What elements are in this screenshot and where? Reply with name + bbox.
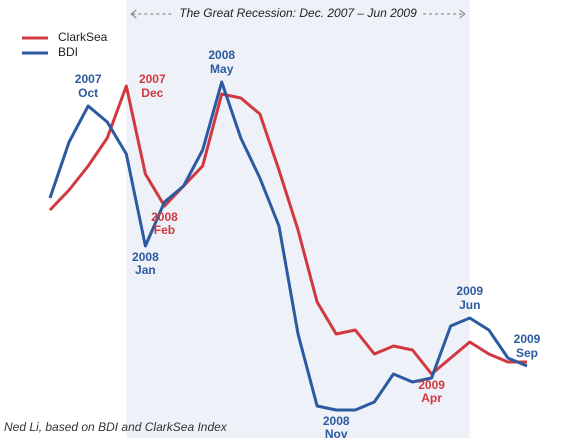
annotation: 2008 [151,210,178,224]
annotation: 2008 [323,414,350,428]
annotation: Feb [154,223,175,237]
annotation: Jun [459,298,480,312]
annotation: Jan [135,263,156,277]
legend-label: ClarkSea [58,30,108,44]
chart-title: The Great Recession: Dec. 2007 – Jun 200… [179,6,417,20]
arrow-head [459,9,466,19]
annotation: Dec [141,86,163,100]
annotation: Apr [421,391,442,405]
annotation: Nov [325,427,348,438]
annotation: 2007 [75,72,102,86]
annotation: 2009 [514,332,541,346]
annotation: 2007 [139,72,166,86]
annotation: 2009 [456,284,483,298]
series-line [48,84,527,376]
series-line [48,80,528,412]
annotation: Sep [516,346,538,360]
source-note: Ned Li, based on BDI and ClarkSea Index [4,420,228,434]
annotation: 2009 [418,378,445,392]
annotation: May [210,62,234,76]
legend-label: BDI [58,45,78,59]
recession-band [126,0,470,438]
arrow-head [130,9,137,19]
annotation: 2008 [208,48,235,62]
annotation: 2008 [132,250,159,264]
annotation: Oct [78,86,98,100]
